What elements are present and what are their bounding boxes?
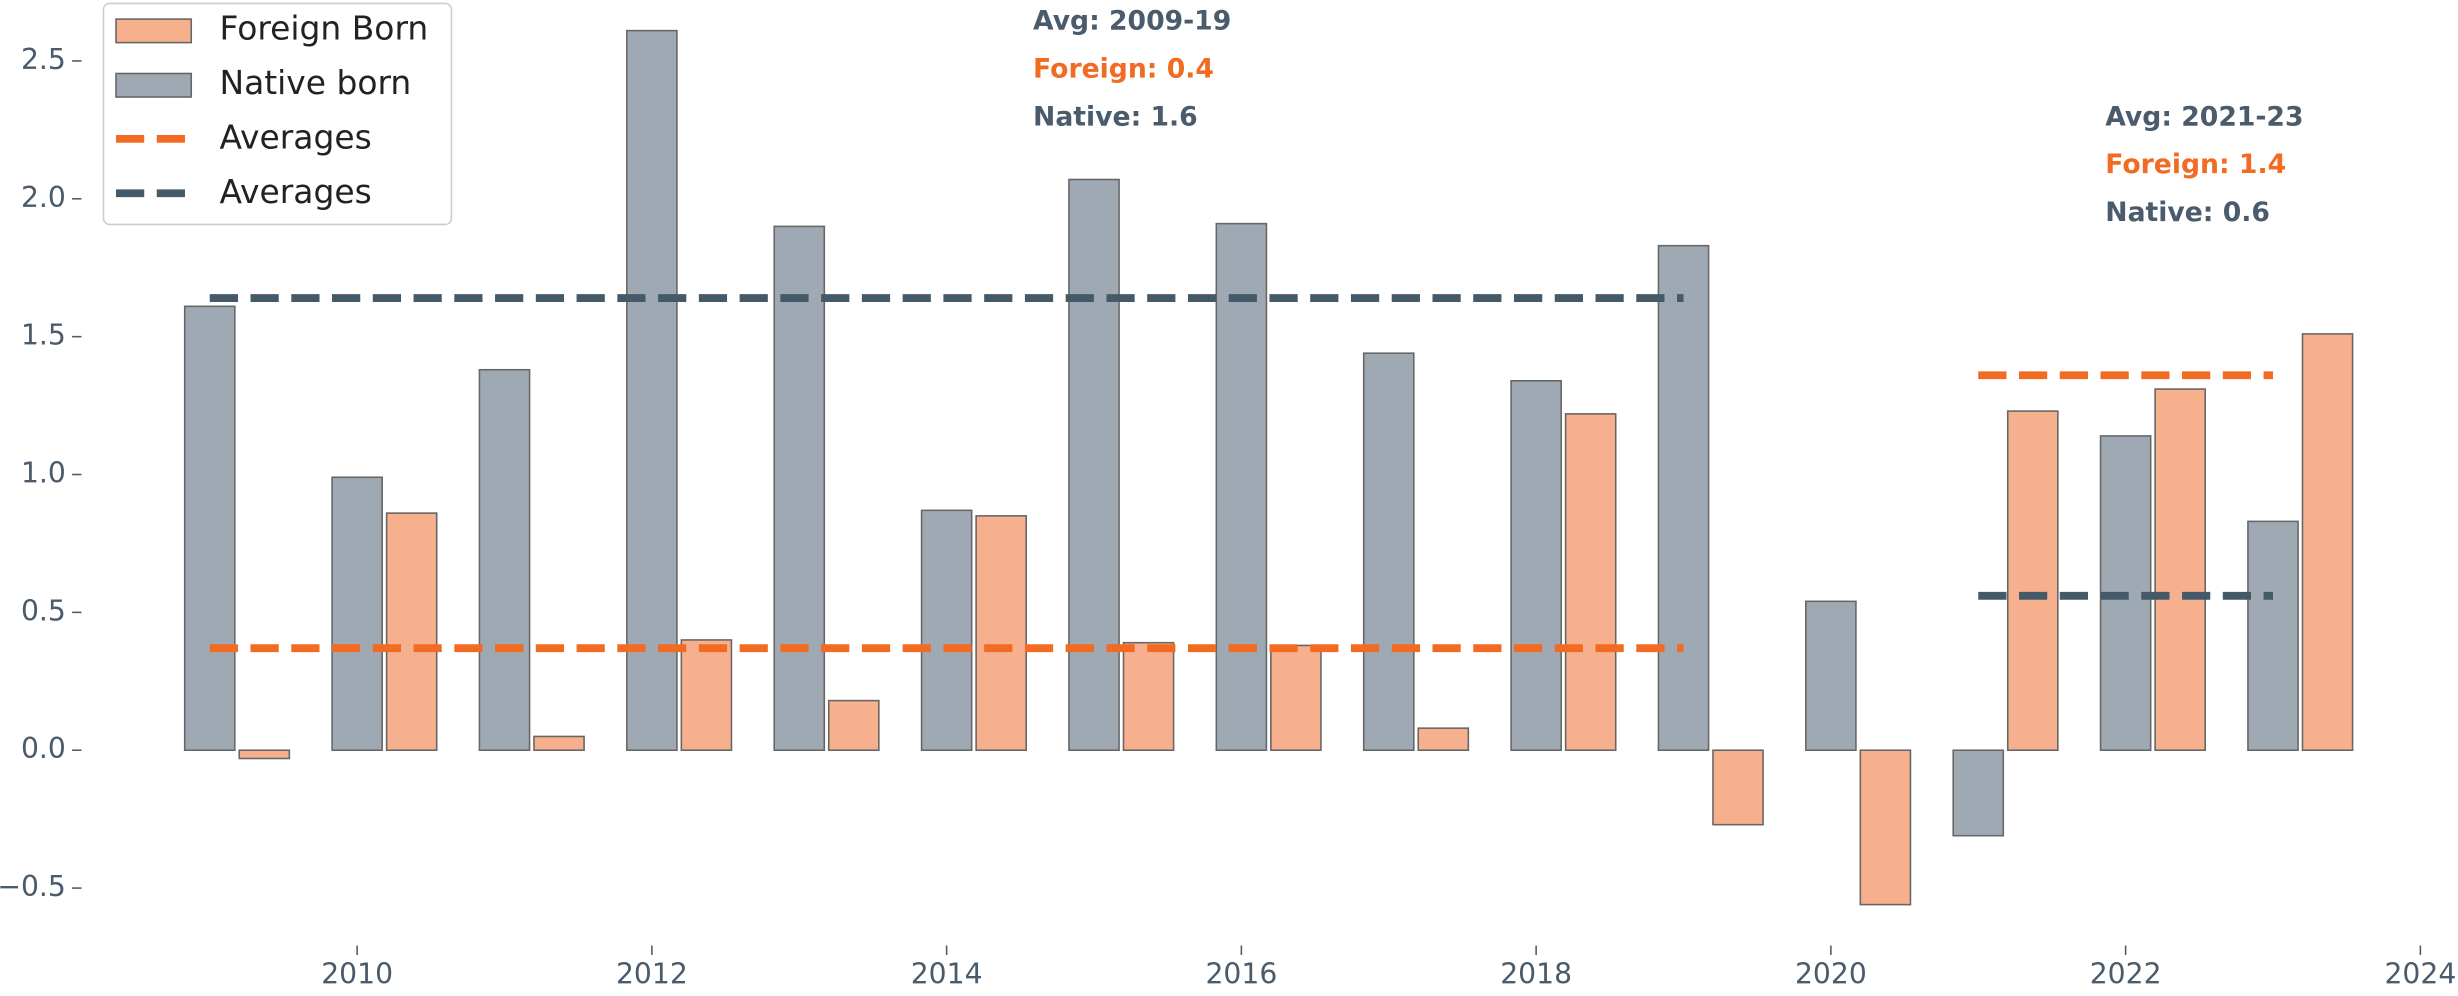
bar [1417, 727, 1470, 752]
bar [1657, 244, 1710, 752]
annotation: Foreign: 0.4 [1033, 54, 1214, 85]
bar [2247, 520, 2299, 752]
x-tick-label: 2012 [616, 957, 688, 990]
bar [1712, 749, 1764, 826]
annotation: Native: 1.6 [1033, 101, 1198, 132]
bar [478, 368, 531, 752]
x-tick-label: 2016 [1205, 957, 1277, 990]
bar [1805, 600, 1857, 752]
bar [626, 29, 678, 752]
bar [1068, 178, 1120, 752]
bar [183, 305, 236, 752]
x-tick-label: 2014 [911, 957, 983, 990]
legend-box [102, 2, 453, 226]
bar [920, 509, 973, 752]
y-tick-label: −0.5 [0, 870, 66, 903]
annotation: Native: 0.6 [2105, 197, 2270, 228]
bar [385, 512, 438, 752]
bar [238, 749, 291, 760]
annotation: Avg: 2021-23 [2105, 101, 2303, 132]
y-tick-label: 1.0 [21, 457, 66, 490]
bar [773, 225, 826, 752]
x-tick-label: 2022 [2090, 957, 2162, 990]
bar [1952, 749, 2005, 837]
y-tick-label: 2.5 [21, 43, 66, 76]
annotation: Avg: 2009-19 [1033, 6, 1231, 37]
annotation: Foreign: 1.4 [2105, 149, 2286, 180]
y-tick-label: 0.0 [21, 732, 66, 765]
legend-swatch [115, 18, 193, 44]
bar [1270, 644, 1322, 752]
bar [331, 476, 383, 752]
x-tick-label: 2020 [1795, 957, 1867, 990]
bar [1859, 749, 1912, 906]
bar [2301, 333, 2354, 752]
x-tick-label: 2024 [2384, 957, 2456, 990]
legend-label: Averages [219, 172, 371, 211]
y-tick-label: 2.0 [21, 181, 66, 214]
bar [1362, 352, 1415, 752]
bar [2154, 388, 2206, 752]
y-tick-label: 0.5 [21, 594, 66, 627]
bar [827, 699, 880, 752]
bar [680, 639, 733, 752]
bar [1122, 641, 1175, 752]
bar [533, 735, 585, 752]
bar [2006, 410, 2059, 752]
bar [1510, 379, 1562, 752]
legend-label: Foreign Born [219, 9, 428, 48]
x-tick-label: 2010 [321, 957, 393, 990]
x-tick-label: 2018 [1500, 957, 1572, 990]
legend-swatch [115, 72, 193, 98]
bar [1215, 222, 1268, 752]
legend-label: Native born [219, 63, 411, 102]
bar [1564, 413, 1617, 752]
legend-label: Averages [219, 117, 371, 156]
y-tick-label: 1.5 [21, 319, 66, 352]
bar [975, 515, 1027, 752]
